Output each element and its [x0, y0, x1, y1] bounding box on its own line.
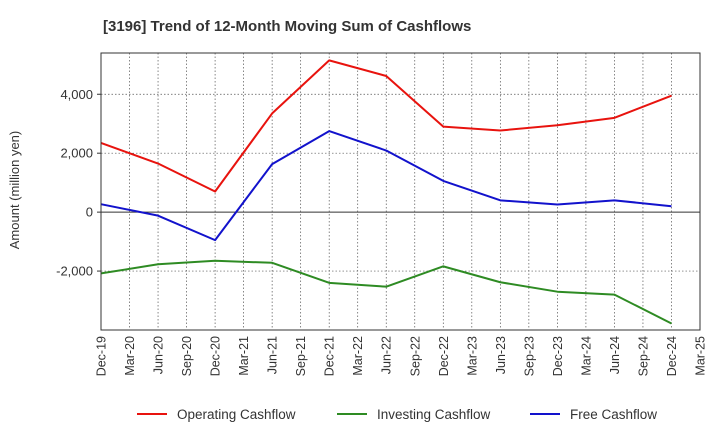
x-tick-label: Dec-19 — [95, 336, 109, 376]
x-tick-label: Mar-24 — [579, 336, 593, 376]
legend: Operating Cashflow Investing Cashflow Free… — [137, 407, 657, 422]
y-tick-label: 0 — [86, 205, 93, 220]
legend-label: Operating Cashflow — [177, 407, 296, 422]
legend-label: Free Cashflow — [570, 407, 657, 422]
x-tick-label: Mar-22 — [351, 336, 365, 376]
x-tick-label: Dec-23 — [551, 336, 565, 376]
x-tick-label: Jun-21 — [266, 336, 280, 374]
y-axis-label: Amount (million yen) — [7, 131, 22, 250]
x-tick-labels: Dec-19 Mar-20 Jun-20 Sep-20 Dec-20 Mar-21 Jun-… — [95, 336, 708, 376]
y-tick-labels: -2,000 0 2,000 4,000 — [56, 87, 101, 279]
x-tick-label: Sep-21 — [294, 336, 308, 376]
x-tick-label: Jun-23 — [494, 336, 508, 374]
x-tick-label: Mar-20 — [123, 336, 137, 376]
x-tick-label: Mar-25 — [694, 336, 708, 376]
x-tick-label: Sep-23 — [522, 336, 536, 376]
y-tick-label: 2,000 — [60, 146, 93, 161]
chart-title: [3196] Trend of 12-Month Moving Sum of C… — [103, 18, 471, 35]
plot-frame — [100, 52, 701, 331]
grid — [101, 53, 700, 330]
legend-label: Investing Cashflow — [377, 407, 491, 422]
x-tick-label: Dec-20 — [209, 336, 223, 376]
x-tick-label: Jun-20 — [152, 336, 166, 374]
x-tick-label: Mar-23 — [465, 336, 479, 376]
series-line-operating-cashflow — [100, 59, 672, 193]
x-tick-label: Sep-22 — [408, 336, 422, 376]
series-layer — [100, 59, 672, 325]
series-line-free-cashflow — [100, 130, 672, 242]
x-tick-label: Dec-21 — [323, 336, 337, 376]
series-line-investing-cashflow — [100, 259, 672, 325]
y-tick-label: -2,000 — [56, 264, 93, 279]
x-tick-label: Jun-22 — [380, 336, 394, 374]
x-tick-label: Dec-24 — [665, 336, 679, 376]
x-tick-label: Dec-22 — [437, 336, 451, 376]
x-tick-label: Mar-21 — [237, 336, 251, 376]
y-tick-label: 4,000 — [60, 87, 93, 102]
x-tick-label: Sep-24 — [636, 336, 650, 376]
x-tick-label: Jun-24 — [608, 336, 622, 374]
x-tick-label: Sep-20 — [180, 336, 194, 376]
